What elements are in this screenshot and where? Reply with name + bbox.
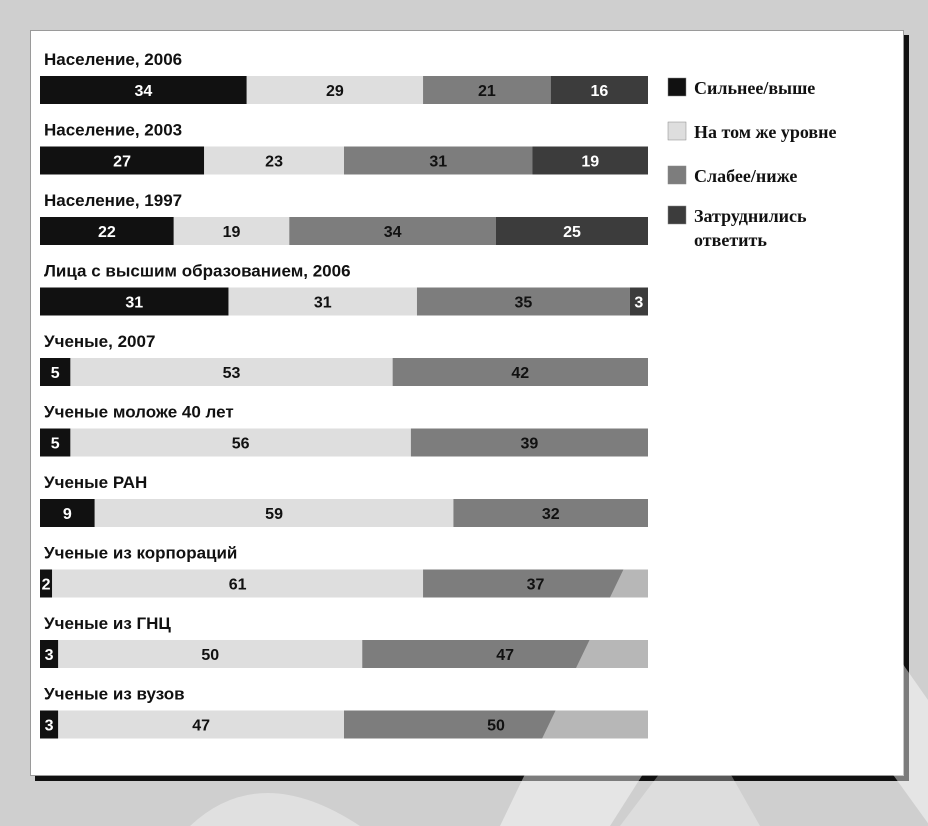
data-label: 34 bbox=[134, 83, 152, 100]
data-label: 5 bbox=[51, 365, 60, 382]
bar-segment bbox=[410, 428, 648, 457]
row-label: Население, 1997 bbox=[44, 191, 182, 210]
bar-segment bbox=[40, 428, 71, 457]
data-label: 31 bbox=[429, 154, 447, 171]
row-label: Ученые РАН bbox=[44, 473, 147, 492]
data-label: 35 bbox=[514, 295, 532, 312]
data-label: 56 bbox=[232, 436, 250, 453]
row-label: Ученые из ГНЦ bbox=[44, 614, 171, 633]
bar-segment bbox=[58, 640, 363, 668]
data-label: 21 bbox=[478, 83, 496, 100]
legend-label: Слабее/ниже bbox=[694, 166, 797, 186]
legend-label: Сильнее/выше bbox=[694, 78, 815, 98]
bar-segment bbox=[289, 217, 496, 245]
data-label: 22 bbox=[98, 224, 116, 241]
legend-label: ответить bbox=[694, 230, 767, 250]
data-label: 19 bbox=[581, 154, 599, 171]
bar-segment bbox=[40, 358, 71, 386]
bar-segment bbox=[70, 358, 393, 386]
bar-segment bbox=[453, 499, 648, 527]
data-label: 3 bbox=[45, 718, 54, 735]
data-label: 37 bbox=[527, 577, 545, 594]
data-label: 50 bbox=[201, 647, 219, 664]
data-label: 3 bbox=[45, 647, 54, 664]
bar-segment bbox=[40, 569, 53, 598]
bar-segment bbox=[532, 146, 648, 175]
data-label: 16 bbox=[590, 83, 608, 100]
data-label: 9 bbox=[63, 506, 72, 523]
bar-segment bbox=[58, 710, 345, 739]
bar-segment bbox=[423, 569, 648, 598]
legend-swatch bbox=[667, 77, 687, 97]
bar-segment bbox=[392, 358, 648, 386]
data-label: 39 bbox=[521, 436, 539, 453]
bar-segment bbox=[40, 499, 95, 527]
row-label: Ученые моложе 40 лет bbox=[44, 403, 234, 422]
bar-segment bbox=[52, 569, 424, 598]
bar-segment bbox=[496, 217, 648, 245]
data-label: 59 bbox=[265, 506, 283, 523]
legend-label: На том же уровне bbox=[694, 122, 836, 142]
bar-segment bbox=[40, 640, 59, 668]
row-label: Население, 2006 bbox=[44, 50, 182, 69]
legend-label: Затруднились bbox=[694, 206, 807, 226]
row-label: Лица с высшим образованием, 2006 bbox=[44, 262, 351, 281]
bar-segment bbox=[344, 146, 533, 175]
bar-segment bbox=[40, 287, 229, 316]
bar-segment bbox=[94, 499, 454, 527]
data-label: 3 bbox=[634, 295, 643, 312]
data-label: 61 bbox=[229, 577, 247, 594]
bar-segment bbox=[173, 217, 290, 245]
data-label: 5 bbox=[51, 436, 60, 453]
data-label: 23 bbox=[265, 154, 283, 171]
data-label: 47 bbox=[496, 647, 514, 664]
bar-segment bbox=[40, 217, 174, 245]
data-label: 42 bbox=[511, 365, 529, 382]
bar-segment bbox=[629, 287, 648, 316]
row-label: Население, 2003 bbox=[44, 121, 182, 140]
bar-segment bbox=[344, 710, 648, 739]
bar-segment bbox=[246, 76, 424, 104]
row-label: Ученые из вузов bbox=[44, 685, 185, 704]
data-label: 27 bbox=[113, 154, 131, 171]
data-label: 50 bbox=[487, 718, 505, 735]
legend-swatch bbox=[667, 121, 687, 141]
data-label: 29 bbox=[326, 83, 344, 100]
data-label: 32 bbox=[542, 506, 560, 523]
data-label: 2 bbox=[42, 577, 51, 594]
data-label: 31 bbox=[314, 295, 332, 312]
data-label: 19 bbox=[223, 224, 241, 241]
bar-segment bbox=[550, 76, 648, 104]
data-label: 47 bbox=[192, 718, 210, 735]
bar-segment bbox=[70, 428, 411, 457]
legend-swatch bbox=[667, 205, 687, 225]
row-label: Ученые, 2007 bbox=[44, 332, 155, 351]
legend-swatch bbox=[667, 165, 687, 185]
bar-segment bbox=[423, 76, 551, 104]
data-label: 31 bbox=[125, 295, 143, 312]
bar-segment bbox=[40, 710, 59, 739]
data-label: 53 bbox=[223, 365, 241, 382]
data-label: 34 bbox=[384, 224, 402, 241]
bar-segment bbox=[40, 146, 205, 175]
data-label: 25 bbox=[563, 224, 581, 241]
bar-segment bbox=[204, 146, 344, 175]
bar-segment bbox=[416, 287, 630, 316]
bar-segment bbox=[228, 287, 417, 316]
bar-segment bbox=[40, 76, 247, 104]
row-label: Ученые из корпораций bbox=[44, 544, 237, 563]
bar-segment bbox=[362, 640, 648, 668]
